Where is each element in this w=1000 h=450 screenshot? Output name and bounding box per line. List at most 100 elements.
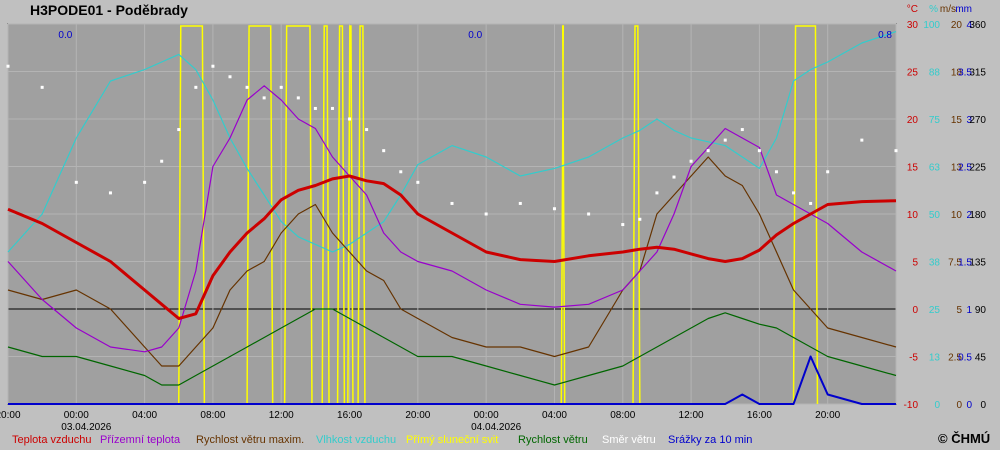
y-tick-label: 100 <box>923 20 940 31</box>
y-tick-label: 0 <box>980 400 986 411</box>
y-tick-label: 5 <box>912 258 918 269</box>
legend-item: Rychlost větru <box>518 434 588 446</box>
y-tick-label: 90 <box>975 305 987 316</box>
series-wind <box>7 308 897 386</box>
x-tick-label: 08:00 <box>610 410 635 421</box>
y-tick-label: 88 <box>929 68 941 79</box>
wind-dir-point <box>484 212 488 216</box>
wind-dir-point <box>655 191 659 195</box>
wind-dir-point <box>399 170 403 174</box>
y-tick-label: 25 <box>929 305 941 316</box>
axis-unit-label: m/s <box>940 4 956 15</box>
legend-item: Srážky za 10 min <box>668 434 753 446</box>
x-tick-label: 16:00 <box>337 410 362 421</box>
series-humidity <box>7 31 897 253</box>
wind-dir-point <box>689 159 693 163</box>
wind-dir-point <box>6 64 10 68</box>
wind-dir-point <box>382 149 386 153</box>
x-tick-label: 00:00 <box>64 410 89 421</box>
y-tick-label: 1.5 <box>958 258 972 269</box>
y-tick-label: 0.5 <box>958 353 972 364</box>
wind-dir-point <box>621 223 625 227</box>
series-ground-temp <box>7 85 897 353</box>
chart-title: H3PODE01 - Poděbrady <box>30 2 188 18</box>
wind-dir-point <box>518 201 522 205</box>
x-tick-label: 08:00 <box>200 410 225 421</box>
sunshine-block <box>178 25 206 405</box>
daily-sum-label: 0.0 <box>58 30 72 41</box>
wind-dir-point <box>74 180 78 184</box>
x-tick-label: 12:00 <box>679 410 704 421</box>
wind-dir-point <box>228 75 232 79</box>
wind-dir-point <box>177 128 181 132</box>
sunshine-block <box>632 25 641 405</box>
y-tick-label: 5 <box>956 305 962 316</box>
y-tick-label: 2 <box>966 210 972 221</box>
x-tick-label: 04:00 <box>542 410 567 421</box>
y-tick-label: 1 <box>966 305 972 316</box>
y-tick-label: 270 <box>969 115 986 126</box>
y-tick-label: 13 <box>951 163 963 174</box>
y-tick-label: 13 <box>929 353 941 364</box>
y-tick-label: 38 <box>929 258 941 269</box>
series-air-temp <box>7 174 897 320</box>
date-label: 04.04.2026 <box>471 422 521 433</box>
y-tick-label: 0 <box>966 400 972 411</box>
x-tick-label: 00:00 <box>474 410 499 421</box>
x-tick-label: 20:00 <box>0 410 21 421</box>
wind-dir-point <box>330 106 334 110</box>
wind-dir-point <box>194 85 198 89</box>
series-wind-max <box>7 156 897 367</box>
wind-dir-point <box>160 159 164 163</box>
wind-dir-point <box>672 175 676 179</box>
axis-unit-label: % <box>929 4 938 15</box>
y-tick-label: 10 <box>951 210 963 221</box>
y-tick-label: 2.5 <box>948 353 962 364</box>
wind-dir-point <box>706 149 710 153</box>
y-tick-label: 360 <box>969 20 986 31</box>
wind-dir-point <box>552 207 556 211</box>
wind-dir-point <box>143 180 147 184</box>
y-tick-label: 15 <box>951 115 963 126</box>
sunshine-block <box>336 25 346 405</box>
y-tick-label: 20 <box>907 115 919 126</box>
y-tick-label: 4 <box>966 20 972 31</box>
series-rain <box>8 355 896 405</box>
wind-dir-point <box>365 128 369 132</box>
daily-sum-label: 0.0 <box>468 30 482 41</box>
wind-dir-point <box>40 85 44 89</box>
wind-dir-point <box>262 96 266 100</box>
y-tick-label: 15 <box>907 163 919 174</box>
legend-item: Přímý sluneční svit <box>406 434 499 446</box>
sunshine-block <box>347 25 354 405</box>
sunshine-block <box>792 25 819 405</box>
axis-unit-label: °C <box>907 4 918 15</box>
legend-item: Směr větru <box>602 434 656 446</box>
y-tick-label: 20 <box>951 20 963 31</box>
y-tick-label: 3.5 <box>958 68 972 79</box>
x-tick-label: 12:00 <box>269 410 294 421</box>
wind-dir-point <box>774 170 778 174</box>
wind-dir-point <box>416 180 420 184</box>
daily-sum-label: 0.8 <box>878 30 892 41</box>
y-tick-label: 2.5 <box>958 163 972 174</box>
legend-item: Rychlost větru maxim. <box>196 434 305 446</box>
y-tick-label: 75 <box>929 115 941 126</box>
wind-dir-point <box>587 212 591 216</box>
y-tick-label: 18 <box>951 68 963 79</box>
y-tick-label: 7.5 <box>948 258 962 269</box>
legend-item: Teplota vzduchu <box>12 434 92 446</box>
y-tick-label: 45 <box>975 353 987 364</box>
wind-dir-point <box>108 191 112 195</box>
wind-dir-point <box>638 217 642 221</box>
wind-dir-point <box>245 85 249 89</box>
y-tick-label: 63 <box>929 163 941 174</box>
wind-dir-point <box>860 138 864 142</box>
date-label: 03.04.2026 <box>61 422 111 433</box>
sunshine-block <box>560 25 566 405</box>
y-tick-label: 50 <box>929 210 941 221</box>
legend-item: Přízemní teplota <box>100 434 181 446</box>
wind-dir-point <box>792 191 796 195</box>
sunshine-block <box>283 25 313 405</box>
